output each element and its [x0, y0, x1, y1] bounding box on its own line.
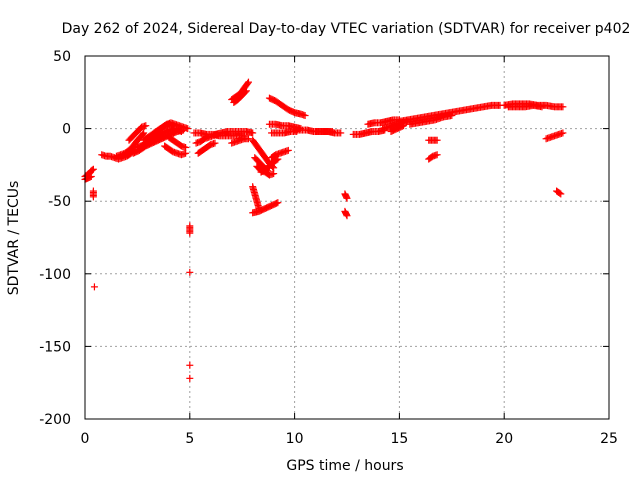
data-point [273, 156, 281, 164]
data-point [556, 189, 564, 197]
y-tick-label: -100 [39, 267, 71, 283]
data-point [88, 166, 96, 174]
data-point [274, 199, 282, 207]
data-point [142, 122, 150, 130]
data-point [177, 128, 185, 136]
y-tick-label: -150 [39, 339, 71, 355]
data-point [242, 87, 250, 95]
data-point [89, 165, 97, 173]
data-point [559, 103, 567, 111]
x-tick-label: 0 [81, 431, 90, 447]
data-point [140, 129, 148, 137]
data-point [448, 112, 456, 120]
data-point [186, 229, 194, 237]
y-tick-label: 0 [62, 122, 71, 138]
data-point [211, 139, 219, 147]
x-tick-label: 5 [185, 431, 194, 447]
data-point [559, 129, 567, 137]
axis-ticks [84, 55, 610, 420]
data-point [186, 268, 194, 276]
data-point [433, 136, 441, 144]
data-point [538, 103, 546, 111]
x-tick-label: 10 [286, 431, 304, 447]
y-tick-label: -200 [39, 412, 71, 428]
data-point [343, 194, 351, 202]
x-tick-label: 20 [495, 431, 513, 447]
data-point [244, 78, 252, 86]
data-point [186, 374, 194, 382]
y-axis-label: SDTVAR / TECUs [6, 181, 22, 296]
data-point [184, 125, 192, 133]
axis-tick-labels: 0 5 10 15 20 25 -200 -150 -100 -50 0 50 [39, 49, 618, 447]
data-point [87, 173, 95, 181]
x-axis-label: GPS time / hours [286, 458, 403, 474]
data-point [90, 283, 98, 291]
y-tick-label: 50 [53, 49, 71, 65]
chart-title: Day 262 of 2024, Sidereal Day-to-day VTE… [62, 21, 631, 37]
data-point [139, 130, 147, 138]
data-point [270, 170, 278, 178]
data-point [244, 79, 252, 87]
data-point [284, 146, 292, 154]
data-point [301, 112, 309, 120]
data-point [433, 151, 441, 159]
plot-frame [84, 55, 610, 420]
data-point [244, 135, 252, 143]
data-point [337, 129, 345, 137]
data-point [186, 361, 194, 369]
x-tick-label: 25 [600, 431, 618, 447]
data-point [343, 212, 351, 220]
data-point [274, 155, 282, 163]
data-point [557, 190, 565, 198]
x-tick-label: 15 [390, 431, 408, 447]
data-point [249, 129, 257, 137]
data-point [241, 88, 249, 96]
data-points [81, 78, 567, 382]
data-point [89, 193, 97, 201]
grid-lines [85, 56, 609, 419]
data-point [182, 143, 190, 151]
y-tick-label: -50 [48, 194, 71, 210]
